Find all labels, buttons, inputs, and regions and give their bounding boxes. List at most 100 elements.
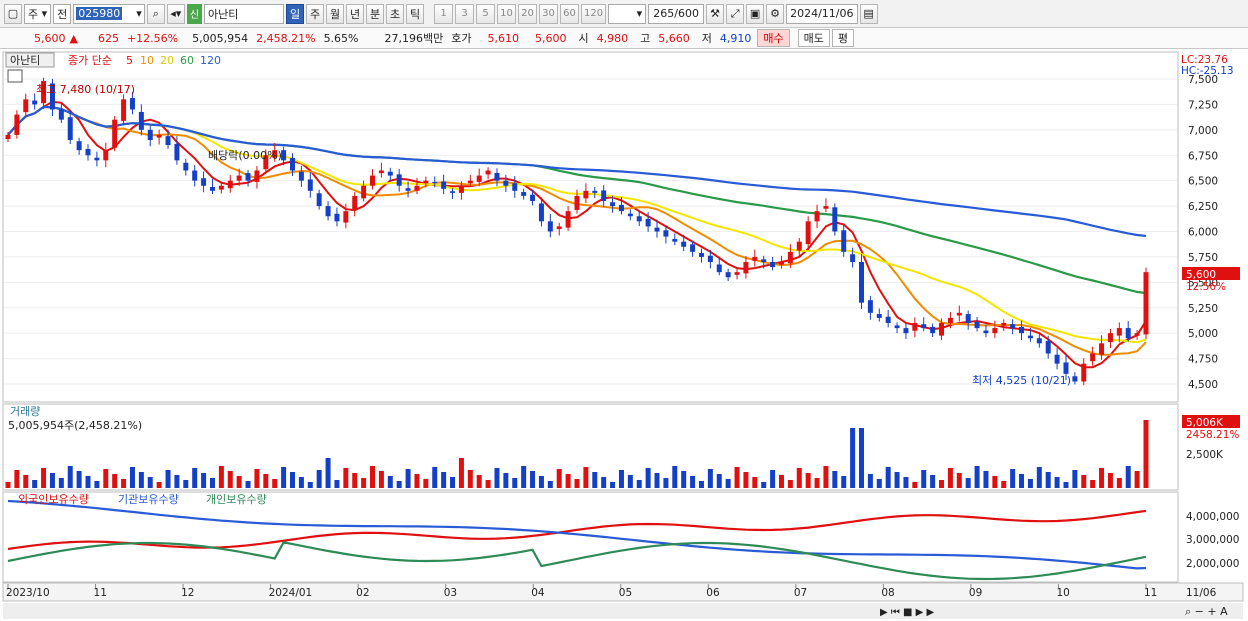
gear-icon[interactable]: ⚙ <box>766 3 785 24</box>
volume-bar <box>450 477 456 488</box>
period-select-week[interactable]: 주 ▾ <box>24 3 52 24</box>
volume-bar <box>939 480 945 488</box>
stock-chart[interactable]: 아난티 종가 단순 5 10 20 60 120 최고 7,480 (10/17… <box>0 49 1248 621</box>
interval-120[interactable]: 120 <box>581 3 607 24</box>
low-label: 저 <box>701 32 712 45</box>
interval-1[interactable]: 1 <box>434 3 454 24</box>
code-field[interactable]: 025980 ▾ <box>73 3 145 24</box>
interval-30[interactable]: 30 <box>539 3 559 24</box>
calendar-icon[interactable]: ▤ <box>859 3 878 24</box>
volume-bar <box>58 478 64 488</box>
stock-tab-label[interactable]: 아난티 <box>10 54 40 67</box>
volume-bar <box>41 468 47 488</box>
volume-bar <box>476 475 482 488</box>
count-total: /600 <box>674 7 699 20</box>
candle-body <box>387 171 393 176</box>
chart-area[interactable]: 아난티 종가 단순 5 10 20 60 120 최고 7,480 (10/17… <box>0 49 1248 621</box>
candle-body <box>112 119 118 148</box>
volume-bar <box>325 458 331 488</box>
candle-body <box>1081 363 1087 382</box>
candle-body <box>850 254 856 262</box>
average-button[interactable]: 평 <box>831 29 854 47</box>
candle-body <box>183 162 189 171</box>
sell-button[interactable]: 매도 <box>797 29 830 47</box>
candle-body <box>1019 326 1025 334</box>
search-icon[interactable]: ⌕ <box>146 3 165 24</box>
hc-label: HC:-25.13 <box>1181 65 1234 77</box>
volume-bar <box>707 469 713 488</box>
window-icon[interactable]: ▢ <box>4 3 22 24</box>
chart-tools-icon[interactable]: ⚒ <box>706 3 725 24</box>
volume-bar <box>263 474 269 488</box>
volume-bar <box>174 475 180 488</box>
candle-body <box>956 312 962 316</box>
candle-body <box>512 183 518 191</box>
volume-bar <box>227 471 233 488</box>
candle-body <box>236 175 242 181</box>
tab-week[interactable]: 주 <box>306 3 325 24</box>
volume-bar <box>307 482 313 488</box>
holding-individual-label: 개인보유수량 <box>206 493 267 506</box>
interval-20[interactable]: 20 <box>518 3 538 24</box>
tab-tick[interactable]: 틱 <box>406 3 425 24</box>
volume-bar <box>192 468 198 488</box>
chevron-down-icon[interactable]: ▾ <box>136 7 142 20</box>
candle-body <box>1036 338 1042 344</box>
candle-body <box>396 174 402 186</box>
volume-bar <box>787 480 793 488</box>
volume-bar <box>983 471 989 488</box>
code-input[interactable]: 025980 <box>76 7 123 20</box>
volume-bar <box>32 480 38 488</box>
holding-individual-line <box>7 541 1147 581</box>
stock-name-field[interactable]: 아난티 <box>204 3 285 24</box>
speaker-icon[interactable]: ◂▾ <box>166 3 185 24</box>
candle-body <box>58 109 64 120</box>
interval-60[interactable]: 60 <box>560 3 580 24</box>
y-tick-label: 7,250 <box>1188 99 1218 111</box>
volume-bar <box>1063 482 1069 488</box>
tab-month[interactable]: 월 <box>326 3 345 24</box>
candle-body <box>894 325 900 329</box>
tab-second[interactable]: 초 <box>386 3 405 24</box>
candle-body <box>343 211 349 223</box>
calculator-icon[interactable] <box>7 69 23 83</box>
x-axis-label: 06 <box>706 587 720 599</box>
nav-controls-icon[interactable]: ▶ ⏮ ■ ▶ ▶ <box>880 607 935 618</box>
volume-bar <box>218 466 224 488</box>
volume-bar <box>76 471 82 488</box>
volume-bar <box>14 470 20 488</box>
candle-body <box>129 98 135 110</box>
scroll-bar[interactable] <box>3 603 1243 619</box>
tab-year[interactable]: 년 <box>346 3 365 24</box>
y-tick-label: 4,500 <box>1188 379 1218 391</box>
candle-body <box>138 111 144 130</box>
candle-body <box>947 317 953 323</box>
expand-icon[interactable]: ⤢ <box>726 3 745 24</box>
count-field[interactable]: 265/600 <box>648 3 705 24</box>
candle-body <box>690 244 696 252</box>
volume-bar <box>663 478 669 488</box>
volume-bar <box>947 468 953 488</box>
candle-body <box>441 181 447 189</box>
interval-3[interactable]: 3 <box>455 3 475 24</box>
candle-body <box>23 99 29 113</box>
date-field[interactable]: 2024/11/06 <box>786 3 858 24</box>
tab-day[interactable]: 일 <box>286 3 305 24</box>
candle-body <box>147 129 153 140</box>
zoom-controls-icon[interactable]: ⌕ − + A <box>1185 605 1228 618</box>
interval-10[interactable]: 10 <box>497 3 517 24</box>
volume-bar <box>547 481 553 488</box>
interval-custom-select[interactable]: ▾ <box>608 3 647 24</box>
buy-button[interactable]: 매수 <box>757 29 790 47</box>
candle-body <box>476 175 482 182</box>
candle-body <box>316 193 322 207</box>
volume-tag-label: 5,006K <box>1186 417 1224 429</box>
volume-bar <box>601 477 607 488</box>
tab-minute[interactable]: 분 <box>366 3 385 24</box>
x-axis-label: 10 <box>1056 587 1069 599</box>
save-icon[interactable]: ▣ <box>746 3 765 24</box>
volume-bar <box>361 478 367 488</box>
candle-body <box>592 190 598 193</box>
prev-select[interactable]: 전 <box>53 3 72 24</box>
interval-5[interactable]: 5 <box>476 3 496 24</box>
